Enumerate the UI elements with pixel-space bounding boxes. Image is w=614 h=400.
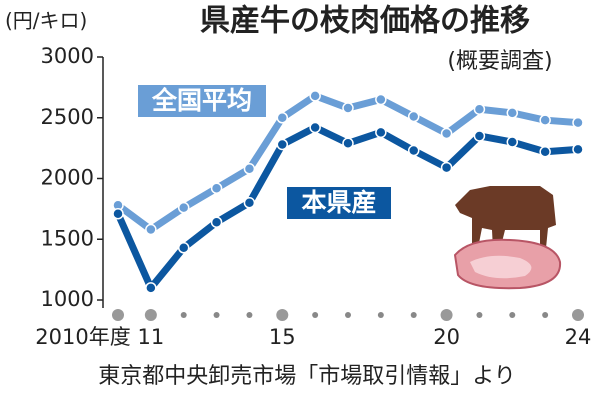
point bbox=[177, 201, 190, 214]
point bbox=[145, 223, 157, 236]
point bbox=[342, 102, 354, 114]
legend-box bbox=[138, 85, 266, 117]
point bbox=[309, 121, 321, 134]
x-tick-label: 2010年度 bbox=[35, 325, 130, 349]
y-tick-label: 2500 bbox=[41, 105, 94, 129]
point bbox=[210, 216, 223, 228]
legend-label: 全国平均 bbox=[151, 86, 252, 115]
y-axis-label: (円/キロ) bbox=[5, 9, 87, 33]
x-tick-label: 11 bbox=[137, 325, 164, 349]
x-dot bbox=[509, 312, 516, 318]
point bbox=[539, 146, 551, 158]
y-tick-label: 1500 bbox=[41, 226, 94, 250]
point bbox=[276, 138, 289, 151]
x-dot bbox=[542, 312, 549, 318]
point bbox=[473, 130, 486, 142]
x-dot bbox=[180, 312, 187, 318]
point bbox=[572, 143, 584, 156]
legend-box bbox=[287, 187, 391, 219]
x-dot bbox=[213, 312, 220, 318]
point bbox=[539, 114, 551, 126]
x-tick-label: 20 bbox=[433, 325, 460, 349]
point bbox=[210, 182, 223, 194]
x-tick bbox=[276, 309, 289, 321]
x-dot bbox=[377, 312, 384, 318]
point bbox=[243, 197, 256, 209]
x-tick-label: 24 bbox=[565, 325, 592, 349]
point bbox=[375, 93, 387, 106]
x-dot bbox=[476, 312, 483, 318]
x-dot bbox=[410, 312, 417, 318]
point bbox=[309, 90, 321, 102]
point bbox=[145, 282, 157, 294]
point bbox=[276, 112, 289, 124]
chart-title: 県産牛の枝肉価格の推移 bbox=[200, 4, 530, 39]
y-tick-label: 1000 bbox=[41, 287, 94, 311]
point bbox=[243, 163, 256, 175]
point bbox=[407, 110, 420, 123]
x-tick bbox=[572, 309, 584, 321]
point bbox=[375, 126, 387, 139]
point bbox=[440, 161, 453, 174]
x-tick bbox=[112, 309, 124, 321]
x-dot bbox=[246, 312, 253, 318]
chart-subtitle: (概要調査) bbox=[447, 49, 552, 74]
x-tick bbox=[440, 309, 453, 321]
y-tick-label: 3000 bbox=[41, 44, 94, 68]
x-tick bbox=[144, 309, 157, 321]
point bbox=[506, 136, 519, 148]
x-dot bbox=[345, 312, 351, 318]
point bbox=[572, 116, 584, 129]
source: 東京都中央卸売市場「市場取引情報」より bbox=[98, 364, 516, 389]
point bbox=[407, 144, 420, 157]
legend-label: 本県産 bbox=[301, 188, 376, 217]
point bbox=[506, 107, 519, 119]
point bbox=[440, 127, 453, 140]
point bbox=[112, 207, 124, 220]
cow-illustration bbox=[453, 186, 562, 290]
point bbox=[342, 137, 354, 150]
x-dot bbox=[312, 312, 319, 318]
point bbox=[473, 103, 486, 115]
x-tick-label: 15 bbox=[269, 325, 296, 349]
point bbox=[177, 242, 190, 254]
y-tick-label: 2000 bbox=[41, 166, 94, 190]
